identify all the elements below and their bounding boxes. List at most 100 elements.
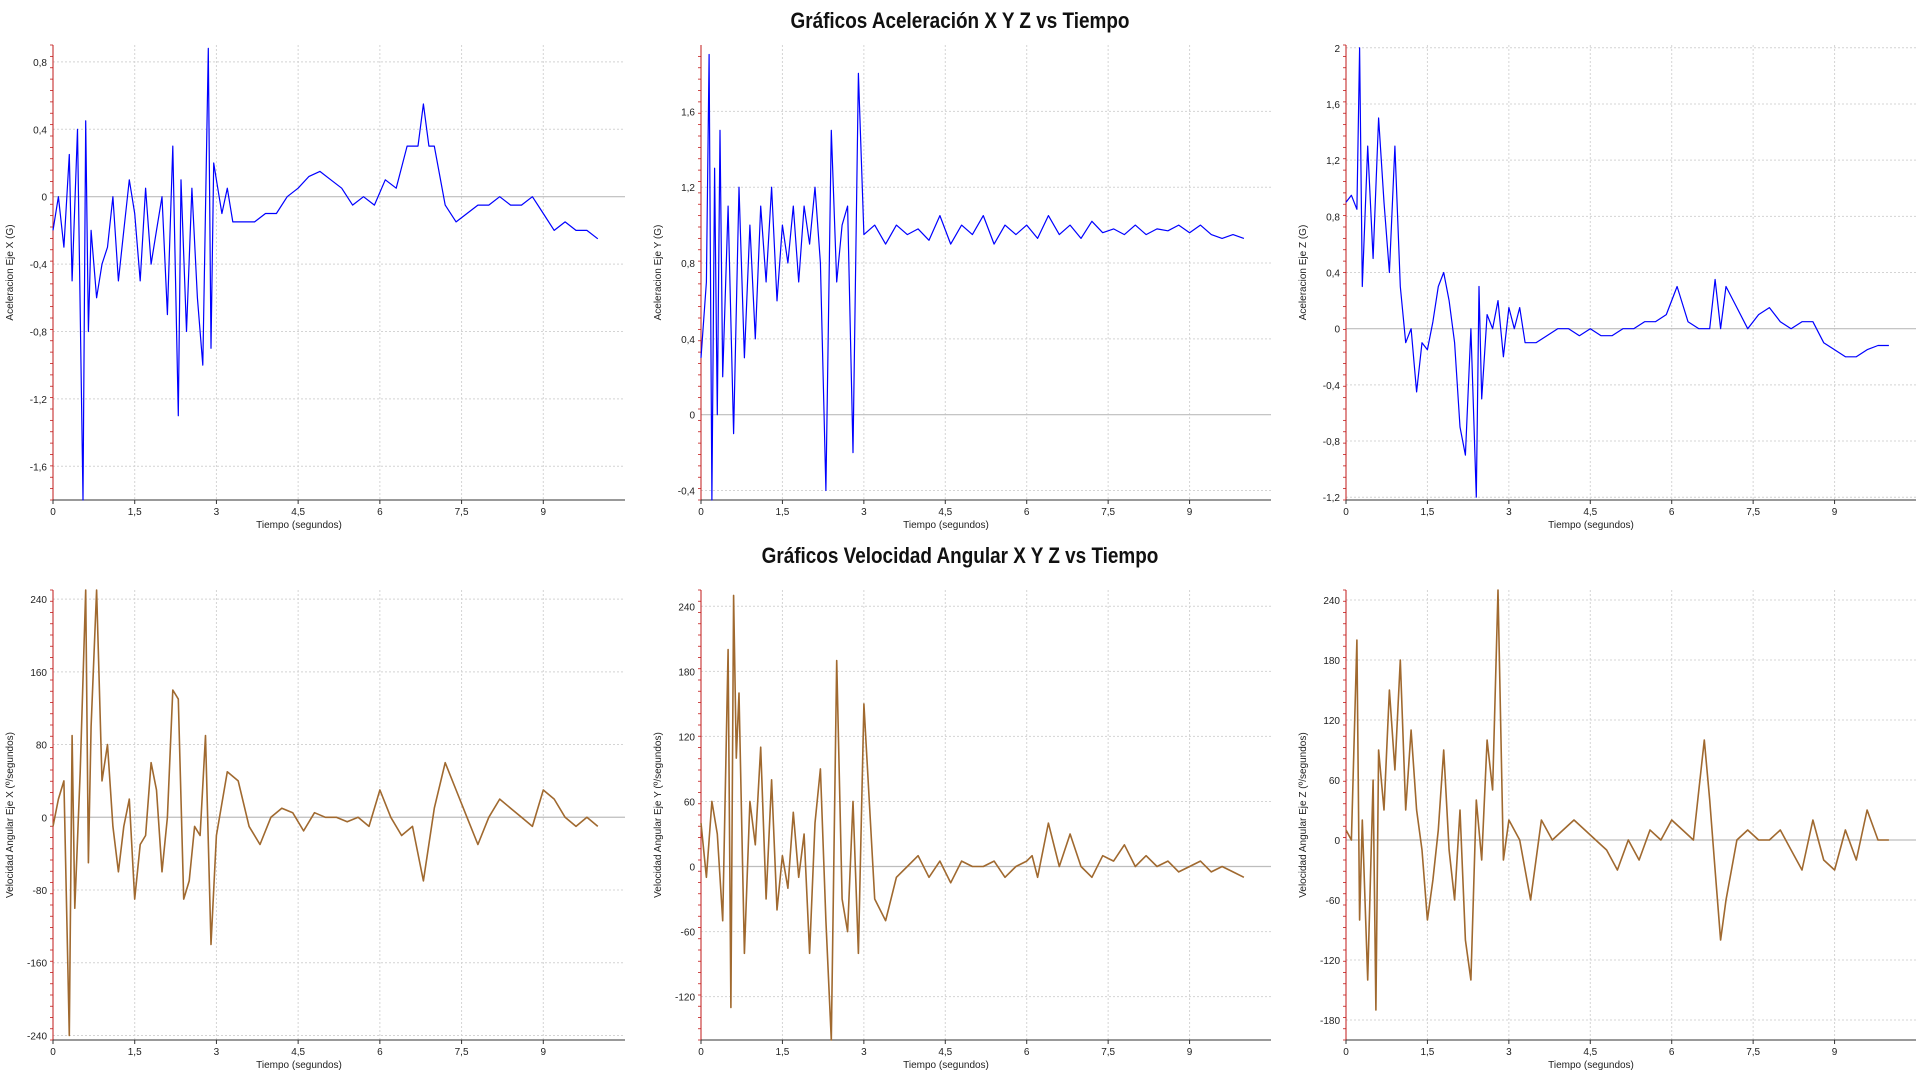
x-tick-label: 0 bbox=[50, 1047, 56, 1058]
x-axis-title: Tiempo (segundos) bbox=[1548, 1060, 1634, 1071]
y-tick-label: 120 bbox=[678, 732, 695, 743]
chart-1: 0 1,5 3 4,5 6 7,5 9 0,8 0,4 0 -0,4 -0,8 -1,2 -1,6 Tiem… bbox=[5, 44, 625, 531]
x-tick-label: 0 bbox=[698, 507, 704, 518]
y-axis-title: Velocidad Angular Eje X (º/segundos) bbox=[5, 732, 16, 898]
series-line bbox=[52, 589, 599, 1037]
y-tick-label: -0,4 bbox=[678, 487, 696, 498]
series-line bbox=[700, 594, 1245, 1041]
chart-4: 0 1,5 3 4,5 6 7,5 9 240 160 80 0 -80 -160 -240 Tiempo … bbox=[5, 589, 625, 1071]
y-tick-label: -1,2 bbox=[1323, 493, 1341, 504]
y-tick-label: -0,4 bbox=[1323, 381, 1341, 392]
x-tick-label: 1,5 bbox=[128, 507, 142, 518]
x-tick-label: 3 bbox=[1506, 507, 1512, 518]
x-tick-label: 0 bbox=[1343, 1047, 1349, 1058]
y-tick-label: -120 bbox=[1320, 956, 1340, 967]
y-tick-label: 240 bbox=[678, 602, 695, 613]
y-tick-label: 0,8 bbox=[681, 259, 695, 270]
y-tick-label: 1,2 bbox=[681, 183, 695, 194]
y-tick-label: -0,8 bbox=[30, 327, 48, 338]
y-tick-label: -160 bbox=[27, 959, 47, 970]
y-tick-label: 1,2 bbox=[1326, 156, 1340, 167]
y-tick-label: -240 bbox=[27, 1031, 47, 1042]
y-tick-label: 0,8 bbox=[1326, 212, 1340, 223]
x-tick-label: 6 bbox=[1669, 507, 1675, 518]
y-tick-label: -60 bbox=[1326, 896, 1341, 907]
x-tick-label: 4,5 bbox=[938, 1047, 952, 1058]
y-tick-label: -1,6 bbox=[30, 462, 48, 473]
y-tick-label: 0 bbox=[1334, 836, 1340, 847]
x-tick-label: 3 bbox=[861, 1047, 867, 1058]
x-tick-label: 7,5 bbox=[1101, 1047, 1115, 1058]
x-tick-label: 4,5 bbox=[1583, 507, 1597, 518]
series-line bbox=[1345, 589, 1889, 1011]
x-tick-label: 6 bbox=[1024, 1047, 1030, 1058]
x-tick-label: 9 bbox=[541, 507, 547, 518]
y-tick-label: 120 bbox=[1323, 716, 1340, 727]
x-tick-label: 4,5 bbox=[1583, 1047, 1597, 1058]
y-tick-label: 0 bbox=[689, 411, 695, 422]
x-tick-label: 0 bbox=[50, 507, 56, 518]
y-tick-label: 2 bbox=[1334, 44, 1340, 55]
x-tick-label: 1,5 bbox=[775, 507, 789, 518]
y-tick-label: -0,4 bbox=[30, 260, 48, 271]
y-tick-label: -0,8 bbox=[1323, 437, 1341, 448]
y-tick-label: 60 bbox=[684, 797, 696, 808]
x-tick-label: 6 bbox=[377, 1047, 383, 1058]
x-tick-label: 7,5 bbox=[455, 507, 469, 518]
y-axis-title: Aceleracion Eje Y (G) bbox=[653, 225, 664, 321]
y-tick-label: 160 bbox=[30, 668, 47, 679]
x-tick-label: 7,5 bbox=[1746, 507, 1760, 518]
x-tick-label: 4,5 bbox=[291, 507, 305, 518]
y-tick-label: 80 bbox=[36, 741, 48, 752]
y-tick-label: 180 bbox=[1323, 656, 1340, 667]
x-tick-label: 9 bbox=[1187, 507, 1193, 518]
chart-6: 0 1,5 3 4,5 6 7,5 9 240 180 120 60 0 -60 -120 -180 Tiem… bbox=[1298, 589, 1916, 1071]
x-tick-label: 7,5 bbox=[1101, 507, 1115, 518]
x-tick-label: 3 bbox=[1506, 1047, 1512, 1058]
y-tick-label: 0,4 bbox=[1326, 269, 1340, 280]
y-axis-title: Velocidad Angular Eje Y (º/segundos) bbox=[653, 732, 664, 898]
y-tick-label: 0 bbox=[689, 863, 695, 874]
x-tick-label: 1,5 bbox=[775, 1047, 789, 1058]
x-tick-label: 6 bbox=[377, 507, 383, 518]
x-tick-label: 0 bbox=[698, 1047, 704, 1058]
y-axis-title: Aceleracion Eje X (G) bbox=[5, 224, 16, 320]
y-tick-label: -180 bbox=[1320, 1016, 1340, 1027]
x-axis-title: Tiempo (segundos) bbox=[903, 520, 989, 531]
x-tick-label: 4,5 bbox=[291, 1047, 305, 1058]
x-axis-title: Tiempo (segundos) bbox=[256, 1060, 342, 1071]
x-tick-label: 0 bbox=[1343, 507, 1349, 518]
angular-velocity-section-title: Gráficos Velocidad Angular X Y Z vs Tiem… bbox=[761, 543, 1159, 568]
y-tick-label: -120 bbox=[675, 993, 695, 1004]
acceleration-section-title: Gráficos Aceleración X Y Z vs Tiempo bbox=[790, 8, 1130, 33]
y-tick-label: 240 bbox=[1323, 596, 1340, 607]
x-tick-label: 3 bbox=[861, 507, 867, 518]
series-line bbox=[700, 53, 1245, 501]
y-tick-label: 1,6 bbox=[681, 107, 695, 118]
y-tick-label: 0,4 bbox=[681, 335, 695, 346]
x-tick-label: 9 bbox=[1832, 1047, 1838, 1058]
y-tick-label: 180 bbox=[678, 667, 695, 678]
chart-5: 0 1,5 3 4,5 6 7,5 9 240 180 120 60 0 -60 -120 Tiempo (… bbox=[653, 589, 1271, 1071]
x-tick-label: 9 bbox=[1832, 507, 1838, 518]
x-tick-label: 6 bbox=[1024, 507, 1030, 518]
y-tick-label: 0,8 bbox=[33, 58, 47, 69]
y-axis-title: Aceleracion Eje Z (G) bbox=[1298, 225, 1309, 321]
x-tick-label: 1,5 bbox=[1420, 507, 1434, 518]
x-axis-title: Tiempo (segundos) bbox=[1548, 520, 1634, 531]
y-tick-label: 0 bbox=[41, 193, 47, 204]
x-tick-label: 6 bbox=[1669, 1047, 1675, 1058]
y-tick-label: 60 bbox=[1329, 776, 1341, 787]
series-line bbox=[52, 47, 599, 501]
x-tick-label: 4,5 bbox=[938, 507, 952, 518]
y-axis-title: Velocidad Angular Eje Z (º/segundos) bbox=[1298, 732, 1309, 897]
x-tick-label: 7,5 bbox=[1746, 1047, 1760, 1058]
x-tick-label: 3 bbox=[214, 507, 220, 518]
x-tick-label: 1,5 bbox=[128, 1047, 142, 1058]
x-tick-label: 7,5 bbox=[455, 1047, 469, 1058]
